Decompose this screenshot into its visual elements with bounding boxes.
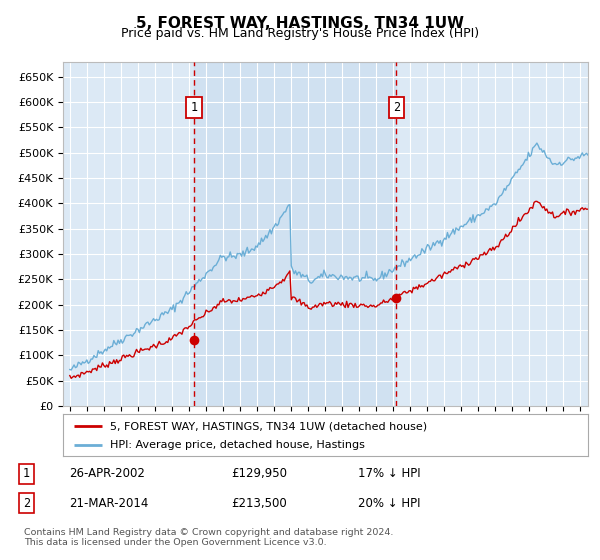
- Text: 2: 2: [23, 497, 30, 510]
- Text: Contains HM Land Registry data © Crown copyright and database right 2024.
This d: Contains HM Land Registry data © Crown c…: [24, 528, 394, 547]
- Text: £129,950: £129,950: [231, 468, 287, 480]
- Text: 26-APR-2002: 26-APR-2002: [70, 468, 145, 480]
- Text: HPI: Average price, detached house, Hastings: HPI: Average price, detached house, Hast…: [110, 441, 365, 450]
- Text: 1: 1: [23, 468, 30, 480]
- Text: 20% ↓ HPI: 20% ↓ HPI: [358, 497, 420, 510]
- Text: Price paid vs. HM Land Registry's House Price Index (HPI): Price paid vs. HM Land Registry's House …: [121, 27, 479, 40]
- Text: 5, FOREST WAY, HASTINGS, TN34 1UW: 5, FOREST WAY, HASTINGS, TN34 1UW: [136, 16, 464, 31]
- Text: 17% ↓ HPI: 17% ↓ HPI: [358, 468, 420, 480]
- Bar: [194, 62, 397, 406]
- Text: 5, FOREST WAY, HASTINGS, TN34 1UW (detached house): 5, FOREST WAY, HASTINGS, TN34 1UW (detac…: [110, 421, 427, 431]
- Text: 2: 2: [393, 101, 400, 114]
- Text: £213,500: £213,500: [231, 497, 287, 510]
- Text: 1: 1: [191, 101, 198, 114]
- Text: 21-MAR-2014: 21-MAR-2014: [70, 497, 149, 510]
